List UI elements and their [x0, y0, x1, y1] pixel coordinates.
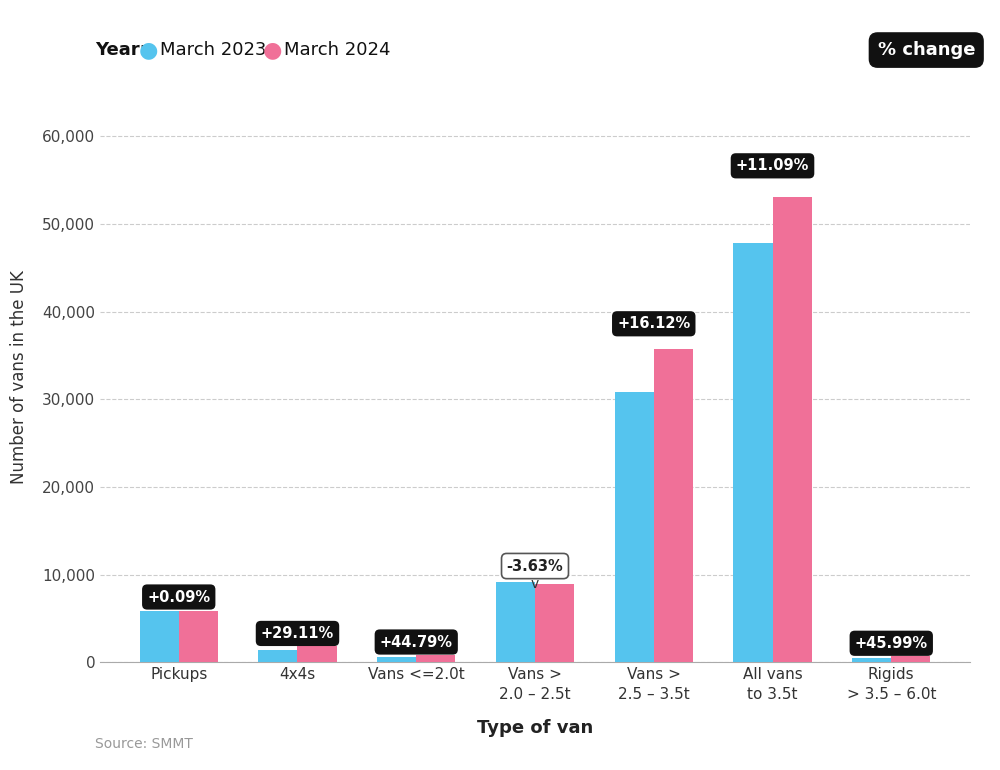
X-axis label: Type of van: Type of van: [477, 718, 593, 737]
Text: ^: ^: [766, 159, 779, 175]
Bar: [891, 656, 930, 662]
Text: % change: % change: [878, 41, 975, 59]
Text: +44.79%: +44.79%: [380, 634, 453, 650]
Text: ^: ^: [885, 637, 898, 652]
Text: March 2024: March 2024: [284, 41, 390, 59]
Text: ^: ^: [410, 636, 423, 651]
Text: +11.09%: +11.09%: [736, 159, 809, 173]
Text: +29.11%: +29.11%: [261, 626, 334, 641]
Bar: [140, 611, 179, 662]
Bar: [179, 611, 218, 662]
Bar: [733, 243, 773, 662]
Text: v: v: [531, 577, 539, 591]
Bar: [258, 650, 297, 662]
Text: +45.99%: +45.99%: [855, 636, 928, 651]
Bar: [377, 657, 416, 662]
Text: Year:: Year:: [95, 41, 147, 59]
Bar: [416, 654, 455, 662]
Text: Source: SMMT: Source: SMMT: [95, 737, 193, 751]
Text: +0.09%: +0.09%: [147, 590, 210, 604]
Bar: [297, 646, 337, 662]
Bar: [773, 196, 812, 662]
Y-axis label: Number of vans in the UK: Number of vans in the UK: [10, 270, 28, 484]
Bar: [535, 584, 574, 662]
Text: ●: ●: [262, 40, 282, 60]
Text: March 2023: March 2023: [160, 41, 266, 59]
Bar: [852, 658, 891, 662]
Bar: [615, 392, 654, 662]
Bar: [654, 349, 693, 662]
Text: +16.12%: +16.12%: [617, 316, 690, 331]
Text: ^: ^: [291, 628, 304, 642]
Text: ●: ●: [138, 40, 158, 60]
Text: -3.63%: -3.63%: [507, 558, 563, 574]
Bar: [496, 581, 535, 662]
Text: ^: ^: [172, 591, 185, 606]
Text: ^: ^: [647, 317, 660, 333]
